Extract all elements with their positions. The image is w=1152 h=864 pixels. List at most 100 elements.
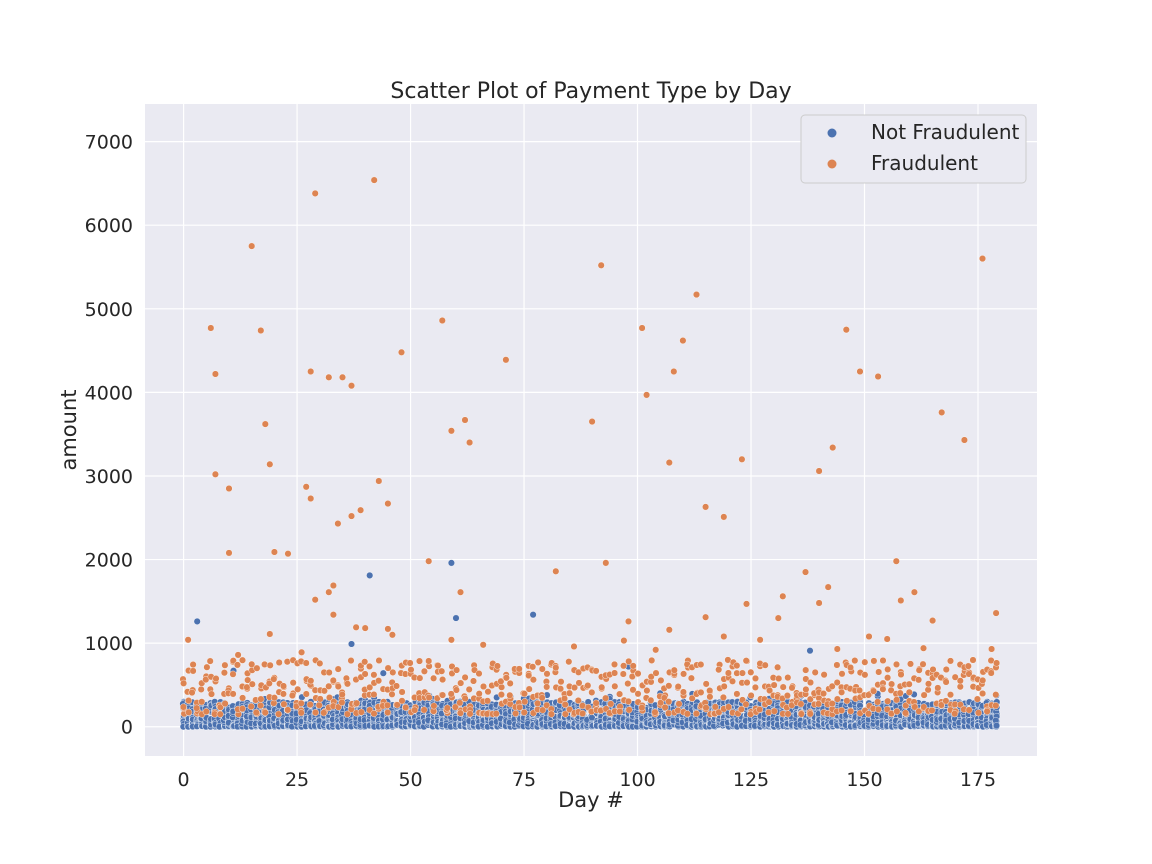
point-fraudulent — [383, 701, 391, 709]
point-not-fraudulent — [348, 640, 356, 648]
point-fraudulent — [484, 697, 492, 705]
point-fraudulent — [557, 678, 565, 686]
point-fraudulent — [430, 674, 438, 682]
point-fraudulent — [384, 625, 392, 633]
point-fraudulent — [602, 559, 610, 567]
point-fraudulent — [220, 669, 228, 677]
point-fraudulent — [738, 669, 746, 677]
point-fraudulent — [838, 688, 846, 696]
point-fraudulent — [725, 703, 733, 711]
point-fraudulent — [738, 455, 746, 463]
point-fraudulent — [334, 665, 342, 673]
point-fraudulent — [910, 588, 918, 596]
point-fraudulent — [188, 689, 196, 697]
point-fraudulent — [325, 588, 333, 596]
legend: Not Fraudulent Fraudulent — [800, 114, 1027, 184]
point-not-fraudulent — [806, 647, 814, 655]
point-fraudulent — [833, 661, 841, 669]
point-fraudulent — [874, 705, 882, 713]
point-fraudulent — [420, 667, 428, 675]
point-fraudulent — [702, 503, 710, 511]
point-fraudulent — [775, 675, 783, 683]
point-fraudulent — [411, 706, 419, 714]
point-fraudulent — [320, 709, 328, 717]
point-fraudulent — [802, 685, 810, 693]
point-fraudulent — [969, 656, 977, 664]
point-fraudulent — [683, 710, 691, 718]
point-fraudulent — [920, 644, 928, 652]
point-fraudulent — [751, 683, 759, 691]
point-fraudulent — [820, 690, 828, 698]
point-fraudulent — [325, 669, 333, 677]
point-fraudulent — [492, 710, 500, 718]
point-fraudulent — [925, 680, 933, 688]
point-fraudulent — [702, 704, 710, 712]
point-fraudulent — [266, 661, 274, 669]
point-fraudulent — [674, 683, 682, 691]
point-fraudulent — [942, 678, 950, 686]
point-fraudulent — [597, 261, 605, 269]
point-fraudulent — [720, 513, 728, 521]
point-fraudulent — [602, 694, 610, 702]
point-fraudulent — [802, 666, 810, 674]
point-fraudulent — [893, 707, 901, 715]
point-fraudulent — [838, 670, 846, 678]
x-axis-label: Day # — [558, 788, 624, 812]
point-fraudulent — [874, 698, 882, 706]
point-fraudulent — [884, 674, 892, 682]
point-fraudulent — [570, 643, 578, 651]
point-fraudulent — [992, 691, 1000, 699]
point-fraudulent — [616, 690, 624, 698]
point-fraudulent — [329, 611, 337, 619]
point-fraudulent — [197, 685, 205, 693]
point-fraudulent — [643, 687, 651, 695]
point-fraudulent — [398, 688, 406, 696]
point-fraudulent — [370, 691, 378, 699]
point-fraudulent — [211, 470, 219, 478]
point-fraudulent — [598, 683, 606, 691]
point-fraudulent — [344, 680, 352, 688]
point-fraudulent — [783, 692, 791, 700]
point-fraudulent — [665, 698, 673, 706]
point-fraudulent — [960, 436, 968, 444]
point-fraudulent — [538, 694, 546, 702]
point-fraudulent — [185, 697, 193, 705]
point-fraudulent — [625, 706, 633, 714]
point-fraudulent — [261, 420, 269, 428]
point-fraudulent — [643, 391, 651, 399]
point-fraudulent — [338, 691, 346, 699]
point-fraudulent — [212, 675, 220, 683]
point-fraudulent — [233, 661, 241, 669]
point-fraudulent — [847, 664, 855, 672]
point-fraudulent — [316, 659, 324, 667]
point-fraudulent — [833, 645, 841, 653]
point-fraudulent — [375, 657, 383, 665]
point-fraudulent — [497, 691, 505, 699]
point-fraudulent — [861, 671, 869, 679]
point-fraudulent — [302, 659, 310, 667]
point-fraudulent — [747, 692, 755, 700]
point-fraudulent — [693, 291, 701, 299]
point-fraudulent — [447, 636, 455, 644]
point-fraudulent — [280, 700, 288, 708]
point-fraudulent — [648, 656, 656, 664]
point-fraudulent — [375, 477, 383, 485]
point-fraudulent — [203, 663, 211, 671]
point-fraudulent — [234, 651, 242, 659]
point-fraudulent — [398, 697, 406, 705]
point-fraudulent — [811, 668, 819, 676]
point-fraudulent — [915, 666, 923, 674]
point-fraudulent — [384, 500, 392, 508]
point-fraudulent — [443, 704, 451, 712]
point-fraudulent — [416, 674, 424, 682]
point-fraudulent — [529, 676, 537, 684]
point-fraudulent — [307, 495, 315, 503]
point-fraudulent — [979, 676, 987, 684]
point-fraudulent — [874, 373, 882, 381]
point-fraudulent — [802, 568, 810, 576]
point-fraudulent — [665, 626, 673, 634]
point-fraudulent — [280, 682, 288, 690]
point-fraudulent — [692, 710, 700, 718]
point-fraudulent — [947, 657, 955, 665]
